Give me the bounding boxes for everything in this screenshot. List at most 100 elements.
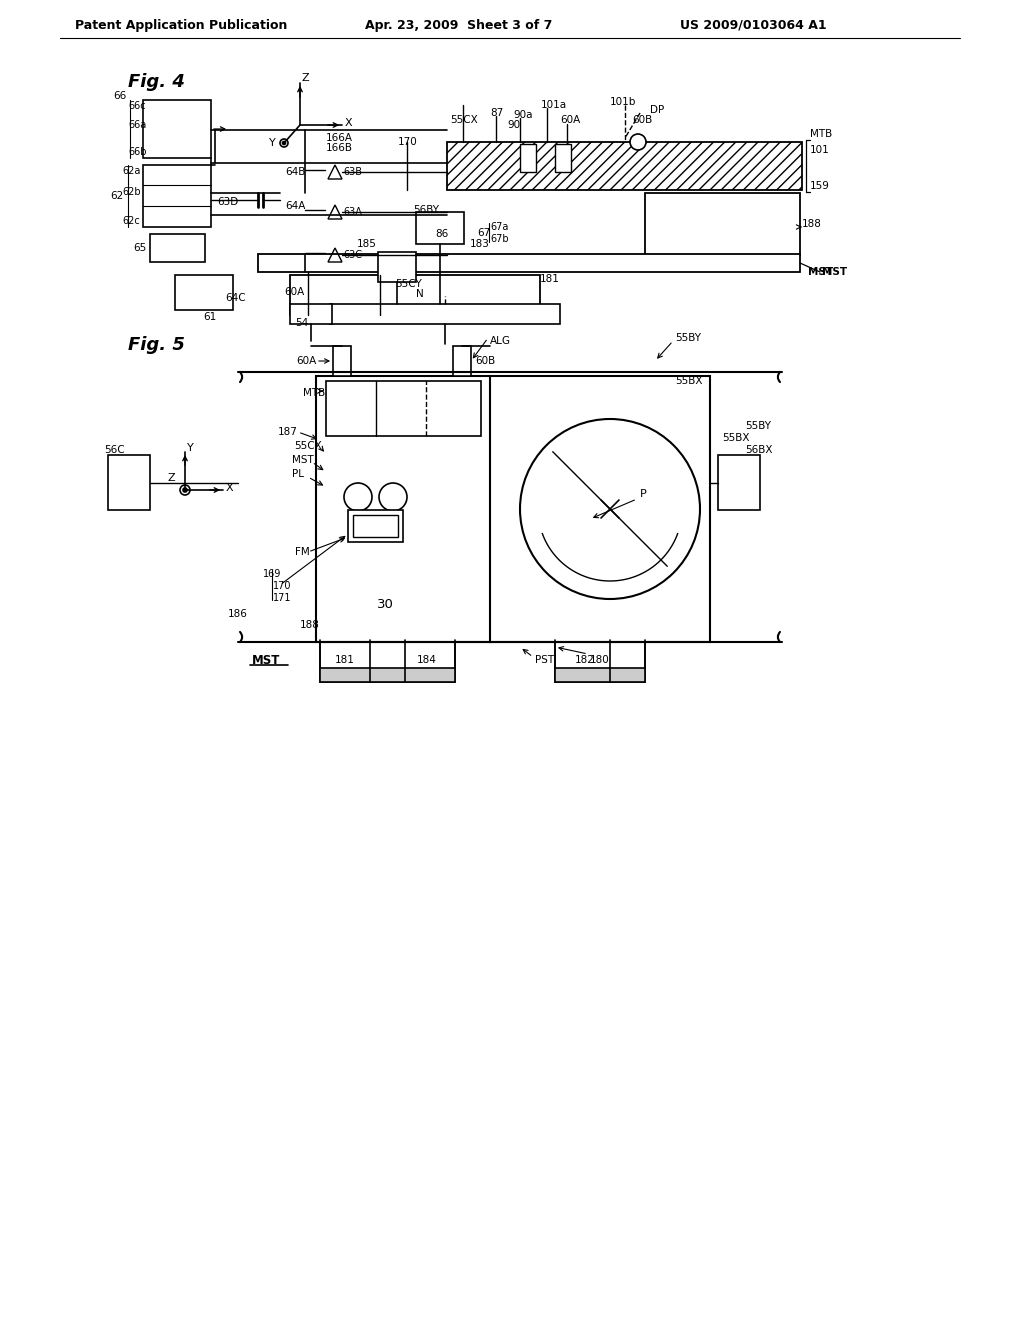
Text: 64A: 64A bbox=[285, 201, 305, 211]
Circle shape bbox=[520, 418, 700, 599]
Text: 188: 188 bbox=[802, 219, 822, 228]
Text: 63D: 63D bbox=[217, 197, 239, 207]
Text: 170: 170 bbox=[273, 581, 292, 591]
Bar bbox=[453, 346, 471, 376]
Text: 166A: 166A bbox=[326, 133, 353, 143]
Bar bbox=[645, 193, 800, 255]
Text: 56C: 56C bbox=[104, 445, 125, 455]
Bar bbox=[555, 640, 645, 682]
Text: MST: MST bbox=[822, 267, 847, 277]
Text: 55BY: 55BY bbox=[745, 421, 771, 432]
Text: X: X bbox=[345, 117, 352, 128]
Text: FM: FM bbox=[295, 546, 309, 557]
Text: MTB: MTB bbox=[303, 388, 326, 399]
Text: MST: MST bbox=[808, 267, 834, 277]
Bar bbox=[316, 376, 490, 642]
Text: 64C: 64C bbox=[225, 293, 246, 304]
Text: 188: 188 bbox=[300, 620, 319, 630]
Bar bbox=[258, 253, 800, 272]
Circle shape bbox=[379, 483, 407, 511]
Bar bbox=[416, 213, 464, 244]
Text: P: P bbox=[640, 488, 647, 499]
Text: 63B: 63B bbox=[343, 168, 362, 177]
Bar bbox=[348, 510, 403, 543]
Bar bbox=[520, 144, 536, 172]
Text: Z: Z bbox=[167, 473, 175, 483]
Text: 60B: 60B bbox=[475, 356, 496, 366]
Text: 64B: 64B bbox=[285, 168, 305, 177]
Text: 181: 181 bbox=[335, 655, 355, 665]
Text: 55BX: 55BX bbox=[675, 376, 702, 385]
Text: 30: 30 bbox=[377, 598, 393, 610]
Text: MTB: MTB bbox=[810, 129, 833, 139]
Bar bbox=[378, 252, 416, 282]
Text: 56BY: 56BY bbox=[413, 205, 439, 215]
Text: 55CX: 55CX bbox=[450, 115, 478, 125]
Text: Fig. 5: Fig. 5 bbox=[128, 337, 185, 354]
Text: MST: MST bbox=[252, 653, 281, 667]
Bar bbox=[290, 275, 540, 315]
Text: 60B: 60B bbox=[632, 115, 652, 125]
Text: 187: 187 bbox=[278, 426, 298, 437]
Bar bbox=[490, 376, 710, 642]
Text: 86: 86 bbox=[435, 228, 449, 239]
Text: Z: Z bbox=[302, 73, 309, 83]
Bar bbox=[290, 304, 332, 323]
Text: 60A: 60A bbox=[284, 286, 304, 297]
Text: N: N bbox=[416, 289, 424, 300]
Bar bbox=[330, 304, 560, 323]
Text: 55CX: 55CX bbox=[294, 441, 322, 451]
Bar bbox=[319, 668, 455, 682]
Bar bbox=[555, 668, 645, 682]
Text: 90a: 90a bbox=[513, 110, 532, 120]
Text: 101: 101 bbox=[810, 145, 829, 154]
Bar bbox=[353, 515, 398, 537]
Bar bbox=[718, 455, 760, 510]
Circle shape bbox=[280, 139, 288, 147]
Text: 55BY: 55BY bbox=[675, 333, 701, 343]
Text: 67a: 67a bbox=[490, 222, 508, 232]
Circle shape bbox=[630, 135, 646, 150]
Text: 62a: 62a bbox=[122, 166, 140, 176]
Text: 66b: 66b bbox=[128, 147, 146, 157]
Text: 55BX: 55BX bbox=[722, 433, 750, 444]
Text: 61: 61 bbox=[203, 312, 216, 322]
Text: 60A: 60A bbox=[296, 356, 316, 366]
Text: 182: 182 bbox=[575, 655, 595, 665]
Text: 55CY: 55CY bbox=[395, 279, 422, 289]
Text: 63C: 63C bbox=[343, 249, 362, 260]
Text: 185: 185 bbox=[357, 239, 377, 249]
Bar bbox=[555, 144, 571, 172]
Text: 54: 54 bbox=[295, 318, 308, 327]
Text: Patent Application Publication: Patent Application Publication bbox=[75, 18, 288, 32]
Text: 101a: 101a bbox=[541, 100, 567, 110]
Circle shape bbox=[283, 141, 286, 144]
Text: 180: 180 bbox=[590, 655, 609, 665]
Text: 56BX: 56BX bbox=[745, 445, 772, 455]
Text: PST: PST bbox=[535, 655, 554, 665]
Bar bbox=[326, 381, 481, 436]
Bar bbox=[175, 275, 233, 310]
Text: 60A: 60A bbox=[560, 115, 581, 125]
Text: 170: 170 bbox=[398, 137, 418, 147]
Text: 101b: 101b bbox=[610, 96, 636, 107]
Circle shape bbox=[183, 488, 187, 492]
Text: 63A: 63A bbox=[343, 207, 361, 216]
Text: Apr. 23, 2009  Sheet 3 of 7: Apr. 23, 2009 Sheet 3 of 7 bbox=[365, 18, 552, 32]
Text: PL: PL bbox=[292, 469, 304, 479]
Text: 90: 90 bbox=[507, 120, 520, 129]
Text: 169: 169 bbox=[263, 569, 282, 579]
Text: 186: 186 bbox=[228, 609, 248, 619]
Text: 181: 181 bbox=[540, 275, 560, 284]
Text: 183: 183 bbox=[470, 239, 489, 249]
Bar bbox=[447, 143, 802, 190]
Text: 62b: 62b bbox=[122, 187, 140, 197]
Text: ALG: ALG bbox=[490, 337, 511, 346]
Text: 171: 171 bbox=[273, 593, 292, 603]
Text: 67b: 67b bbox=[490, 234, 509, 244]
Text: 166B: 166B bbox=[326, 143, 353, 153]
Bar bbox=[143, 100, 211, 158]
Text: 66a: 66a bbox=[128, 120, 146, 129]
Text: 87: 87 bbox=[490, 108, 503, 117]
Bar bbox=[333, 346, 351, 376]
